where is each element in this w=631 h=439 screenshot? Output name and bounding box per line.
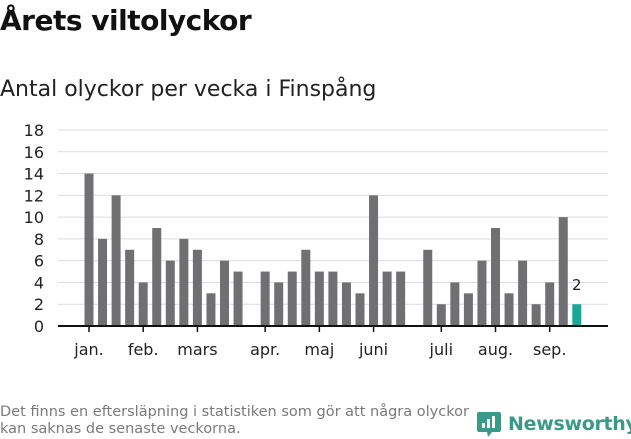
highlighted-bar — [572, 304, 582, 326]
y-tick-label: 8 — [34, 230, 44, 249]
bar — [545, 282, 555, 326]
bar — [518, 260, 528, 326]
data-lag-footnote: Det finns en eftersläpning i statistiken… — [0, 404, 469, 437]
x-tick-label: mars — [177, 340, 217, 359]
bar — [220, 260, 229, 326]
bar — [125, 249, 135, 326]
bar — [382, 271, 392, 326]
x-tick-label: jan. — [73, 340, 103, 359]
x-tick-label: feb. — [128, 340, 159, 359]
bar — [138, 282, 148, 326]
bar — [491, 228, 500, 326]
y-tick-label: 0 — [34, 317, 44, 336]
bar — [355, 293, 365, 326]
y-tick-label: 14 — [24, 165, 44, 184]
bar — [84, 173, 94, 326]
bar — [463, 293, 473, 326]
bar — [477, 260, 487, 326]
bar — [531, 304, 541, 326]
brand-name: Newsworthy — [508, 413, 631, 435]
x-tick-label: juni — [358, 340, 388, 359]
weekly-accidents-bar-chart: 0 2 4 6 8 10 12 14 16 18 2 jan. feb. mars apr. maj juni j… — [24, 121, 608, 359]
bar — [98, 238, 108, 326]
y-tick-label: 6 — [34, 252, 44, 271]
bar — [341, 282, 351, 326]
newsworthy-logo[interactable]: Newsworthy — [476, 409, 631, 439]
bar — [287, 271, 297, 326]
x-tick-label: aug. — [478, 340, 513, 359]
bar — [260, 271, 270, 326]
y-tick-label: 12 — [24, 186, 44, 205]
bar — [179, 238, 189, 326]
bar — [369, 195, 379, 326]
bar — [165, 260, 175, 326]
bar — [558, 217, 568, 326]
x-tick-label: sep. — [533, 340, 566, 359]
chart-subtitle: Antal olyckor per vecka i Finspång — [0, 77, 377, 102]
bar — [450, 282, 460, 326]
y-tick-label: 4 — [34, 273, 44, 292]
bar — [152, 228, 162, 326]
y-tick-label: 10 — [24, 208, 44, 227]
newsworthy-icon — [477, 412, 501, 437]
x-tick-label: maj — [304, 340, 334, 359]
bar — [274, 282, 284, 326]
page-title: Årets viltolyckor — [0, 4, 252, 37]
bar — [233, 271, 243, 326]
bar — [436, 304, 446, 326]
y-tick-label: 18 — [24, 121, 44, 140]
bar — [301, 249, 311, 326]
x-tick-label: apr. — [250, 340, 280, 359]
y-tick-label: 2 — [34, 295, 44, 314]
bar — [396, 271, 406, 326]
bar — [111, 195, 121, 326]
bar-data-label: 2 — [572, 276, 582, 294]
x-tick-label: juli — [429, 340, 453, 359]
bar — [504, 293, 514, 326]
y-tick-label: 16 — [24, 143, 44, 162]
bar — [206, 293, 216, 326]
bar — [314, 271, 324, 326]
bar — [423, 249, 433, 326]
bar — [328, 271, 338, 326]
bar — [192, 249, 202, 326]
